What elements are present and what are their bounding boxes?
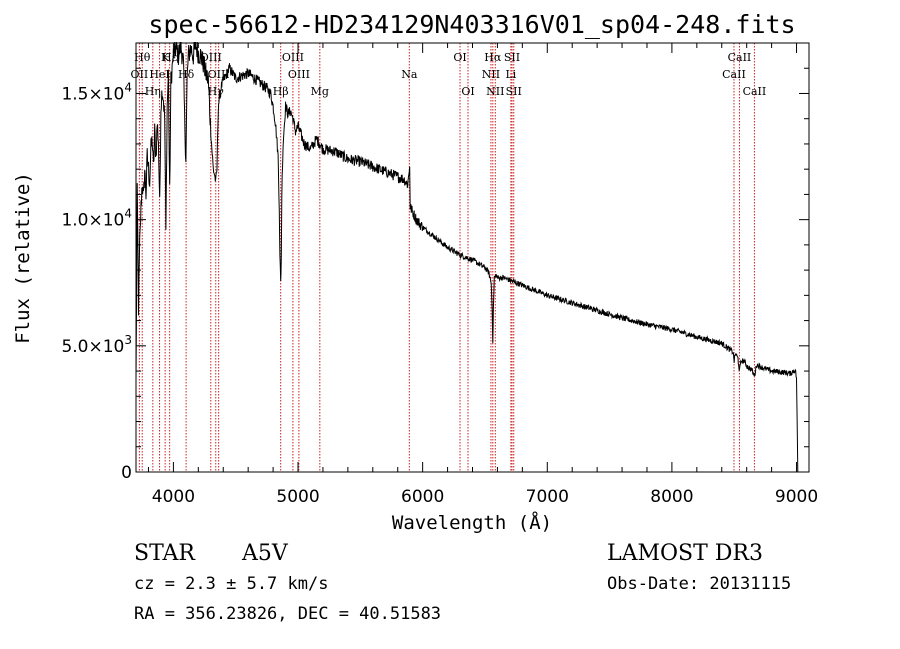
line-marker-label-16: OI [461,85,474,98]
chart-title: spec-56612-HD234129N403316V01_sp04-248.f… [148,10,795,39]
x-axis-ticks: 4000 5000 6000 7000 8000 9000 [147,43,818,507]
y-tick-label-2: 1.0×104 [61,207,132,231]
line-marker-label-21: Li [505,68,516,81]
line-marker-label-0: Hθ [134,51,151,64]
y-tick-label-1: 5.0×103 [61,333,132,357]
line-marker-label-5: Hη [145,85,161,98]
line-marker-label-20: SII [504,51,520,64]
line-marker-label-19: NII [486,85,504,98]
object-class: STAR [134,541,196,566]
redshift-info: cz = 2.3 ± 5.7 km/s [134,574,328,594]
y-tick-label-3: 1.5×104 [61,80,132,104]
line-marker-label-1: K [161,51,170,64]
obs-date: Obs-Date: 20131115 [607,574,791,594]
line-marker-label-3: OII [131,68,149,81]
line-marker-label-12: OIII [288,68,310,81]
y-axis-label: Flux (relative) [12,172,34,344]
line-marker-label-4: HeI [149,68,169,81]
y-axis-ticks: 0 5.0×103 1.0×104 1.5×104 [61,42,809,483]
x-tick-label-5: 9000 [775,487,818,507]
spectrum-series-line [136,42,799,473]
line-marker-label-13: Mg [311,85,329,98]
line-marker-label-18: NII [482,68,500,81]
line-marker-label-6: Hδ [178,68,195,81]
x-tick-label-0: 4000 [152,487,195,507]
line-marker-label-25: CaII [743,85,767,98]
line-marker-label-11: OIII [282,51,304,64]
line-marker-label-24: CaII [722,68,746,81]
line-marker-label-7: OIII [200,51,222,64]
line-marker-label-17: Hα [484,51,502,64]
line-marker-label-23: CaII [728,51,752,64]
plot-frame [135,42,810,473]
line-marker-label-14: Na [401,68,418,81]
x-tick-label-1: 5000 [276,487,319,507]
line-marker-label-22: SII [506,85,522,98]
object-subclass: A5V [241,541,289,566]
x-tick-label-2: 6000 [401,487,444,507]
y-tick-label-0: 0 [121,463,132,483]
coordinates-info: RA = 356.23826, DEC = 40.51583 [134,604,441,624]
x-tick-label-3: 7000 [526,487,569,507]
x-tick-label-4: 8000 [650,487,693,507]
line-marker-label-10: Hβ [273,85,289,98]
survey-name: LAMOST DR3 [607,541,763,566]
line-marker-label-15: OI [453,51,466,64]
x-axis-label: Wavelength (Å) [392,511,552,534]
spectral-line-markers [138,43,755,472]
